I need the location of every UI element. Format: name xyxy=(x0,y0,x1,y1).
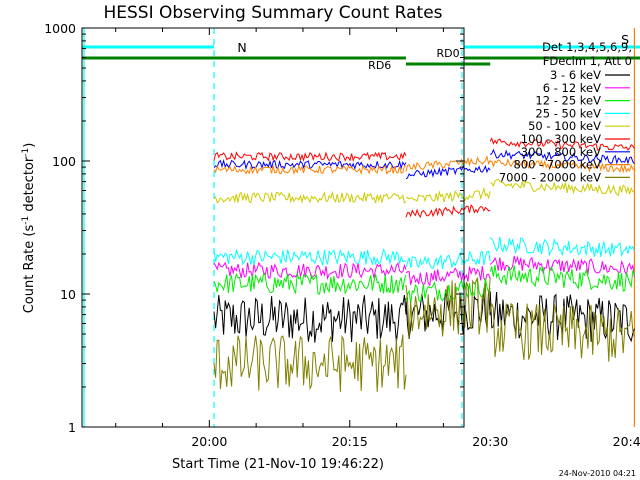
series-line xyxy=(213,178,635,204)
series-line xyxy=(213,277,635,392)
legend-entry-label: 12 - 25 keV xyxy=(535,94,601,108)
legend-entry-label: 6 - 12 keV xyxy=(543,81,601,95)
series-layer xyxy=(213,137,635,392)
series-line xyxy=(213,288,635,343)
saa-flag-label: S xyxy=(621,32,629,47)
series-line xyxy=(213,137,635,219)
series-line xyxy=(213,236,635,270)
rd0-flag-label: RD0 xyxy=(437,47,460,60)
legend-entry-label: 50 - 100 keV xyxy=(528,119,601,133)
footer-date-stamp: 24-Nov-2010 04:21 xyxy=(559,469,636,478)
chart-title: HESSI Observing Summary Count Rates xyxy=(103,3,442,23)
x-axis-label: Start Time (21-Nov-10 19:46:22) xyxy=(172,457,384,472)
y-axis-label-sup1: -1 xyxy=(21,216,31,225)
y-axis-label: Count Rate (s-1 detector-1) xyxy=(21,143,37,314)
legend-entry-label: 25 - 50 keV xyxy=(535,106,601,120)
legend: Det 1,3,4,5,6,9,FDecim 1, Att 03 - 6 keV… xyxy=(499,40,632,184)
series-line xyxy=(213,155,635,176)
legend-entry-label: 3 - 6 keV xyxy=(550,68,601,82)
y-tick-label: 1 xyxy=(68,420,76,435)
legend-entry-label: 300 - 800 keV xyxy=(521,145,601,159)
y-axis-label-sup2: -1 xyxy=(21,148,31,157)
y-tick-label: 10 xyxy=(60,287,76,302)
y-axis-label-main: Count Rate (s xyxy=(22,225,37,314)
series-line xyxy=(213,255,635,287)
x-tick-label: 20:45 xyxy=(613,434,640,449)
x-tick-label: 20:00 xyxy=(191,434,227,449)
x-tick-label: 20:15 xyxy=(332,434,368,449)
y-axis-label-end: ) xyxy=(22,143,37,148)
rd6-flag-label: RD6 xyxy=(368,59,391,72)
plot-frame xyxy=(81,27,465,428)
flag-layer: N S RD0 RD6 xyxy=(82,28,640,427)
x-tick-label: 20:30 xyxy=(472,434,508,449)
legend-entry-label: 7000 - 20000 keV xyxy=(499,170,601,184)
y-tick-label: 100 xyxy=(52,154,76,169)
legend-header-line: Det 1,3,4,5,6,9, xyxy=(542,40,632,54)
legend-entry-label: 800 - 7000 keV xyxy=(513,158,601,172)
night-flag-label: N xyxy=(237,40,246,55)
y-axis-label-mid: detector xyxy=(22,156,37,216)
y-tick-label: 1000 xyxy=(44,21,76,36)
legend-header-line: FDecim 1, Att 0 xyxy=(543,54,632,68)
legend-entry-label: 100 - 300 keV xyxy=(521,132,601,146)
